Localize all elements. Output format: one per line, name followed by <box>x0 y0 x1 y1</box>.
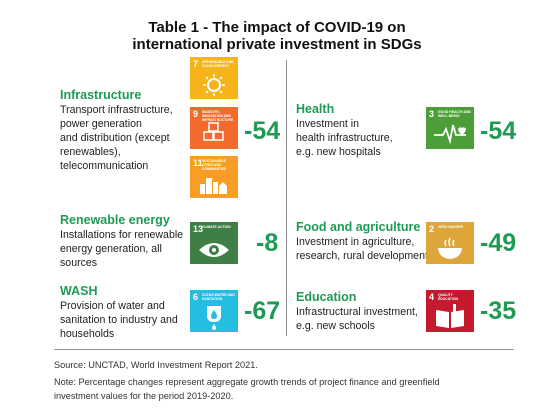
infrastructure-description-line: and distribution (except <box>60 132 170 144</box>
infrastructure-description-line: power generation <box>60 118 142 130</box>
sdg-number: 9 <box>193 109 199 119</box>
sdg-label: Climate action <box>202 225 231 229</box>
sdg-number: 7 <box>193 59 199 69</box>
sdg-label: Quality education <box>438 293 458 301</box>
renewable-energy-change-value: -8 <box>256 229 279 257</box>
health-description-line: health infrastructure, <box>296 132 393 144</box>
sdg-label: Sustainable cities and communities <box>202 159 227 171</box>
wash-title: WASH <box>60 284 98 298</box>
renewable-energy-description-line: sources <box>60 257 98 269</box>
sdg-11-tile: 11 Sustainable cities and communities <box>190 156 238 198</box>
heartbeat-icon <box>434 124 466 145</box>
sdg-6-tile: 6 Clean water and sanitation <box>190 290 238 332</box>
sdg-number: 13 <box>193 224 204 234</box>
source-note: Source: UNCTAD, World Investment Report … <box>54 360 258 370</box>
wash-description-line: Provision of water and <box>60 300 165 312</box>
sdg-2-tile: 2 Zero hunger <box>426 222 474 264</box>
book-icon <box>436 304 464 328</box>
wash-description-line: households <box>60 328 115 340</box>
sdg-4-tile: 4 Quality education <box>426 290 474 332</box>
sdg-9-tile: 9 Industry, innovation and infrastructur… <box>190 107 238 149</box>
food-agriculture-description-line: Investment in agriculture, <box>296 236 415 248</box>
sdg-number: 11 <box>193 158 203 168</box>
food-agriculture-title: Food and agriculture <box>296 220 421 234</box>
sdg-label: Affordable and clean energy <box>202 60 234 68</box>
water-drop-icon <box>207 306 221 330</box>
infrastructure-title: Infrastructure <box>60 88 142 102</box>
infrastructure-change-value: -54 <box>244 117 281 145</box>
bowl-icon <box>438 237 462 259</box>
renewable-energy-description-line: Installations for renewable <box>60 229 184 241</box>
city-icon <box>200 178 227 194</box>
food-agriculture-change-value: -49 <box>480 229 517 257</box>
footnote-line-1: Note: Percentage changes represent aggre… <box>54 377 440 387</box>
education-change-value: -35 <box>480 297 517 325</box>
infrastructure-description-line: renewables), <box>60 146 121 158</box>
table-title-line-2: international private investment in SDGs <box>132 36 422 53</box>
wash-change-value: -67 <box>244 297 281 325</box>
sdg-number: 3 <box>429 109 435 119</box>
sdg-3-tile: 3 Good health and well-being <box>426 107 474 149</box>
sdg-7-tile: 7 Affordable and clean energy <box>190 57 238 99</box>
sdg-number: 4 <box>429 292 435 302</box>
health-description-line: Investment in <box>296 118 360 130</box>
health-description-line: e.g. new hospitals <box>296 146 381 158</box>
health-change-value: -54 <box>480 117 517 145</box>
food-agriculture-description-line: research, rural development <box>296 250 428 262</box>
infrastructure-description-line: telecommunication <box>60 160 149 172</box>
eye-globe-icon <box>199 243 229 257</box>
footer-divider <box>54 349 514 350</box>
wash-description-line: sanitation to industry and <box>60 314 178 326</box>
sdg-number: 6 <box>193 292 199 302</box>
sdg-label: Good health and well-being <box>438 110 471 118</box>
education-title: Education <box>296 290 357 304</box>
infrastructure-description-line: Transport infrastructure, <box>60 104 173 116</box>
health-title: Health <box>296 102 335 116</box>
renewable-energy-description-line: energy generation, all <box>60 243 162 255</box>
education-description-line: e.g. new schools <box>296 320 375 332</box>
education-description-line: Infrastructural investment, <box>296 306 418 318</box>
table-title-line-1: Table 1 - The impact of COVID-19 on <box>148 19 406 36</box>
footnote-line-2: investment values for the period 2019-20… <box>54 391 234 401</box>
sdg-label: Industry, innovation and infrastructure <box>202 110 234 122</box>
cubes-icon <box>203 122 224 141</box>
sdg-label: Zero hunger <box>438 225 464 229</box>
column-divider <box>286 60 287 336</box>
renewable-energy-title: Renewable energy <box>60 213 170 227</box>
sdg-number: 2 <box>429 224 435 234</box>
sun-icon <box>203 74 225 96</box>
sdg-label: Clean water and sanitation <box>202 293 235 301</box>
sdg-13-tile: 13 Climate action <box>190 222 238 264</box>
